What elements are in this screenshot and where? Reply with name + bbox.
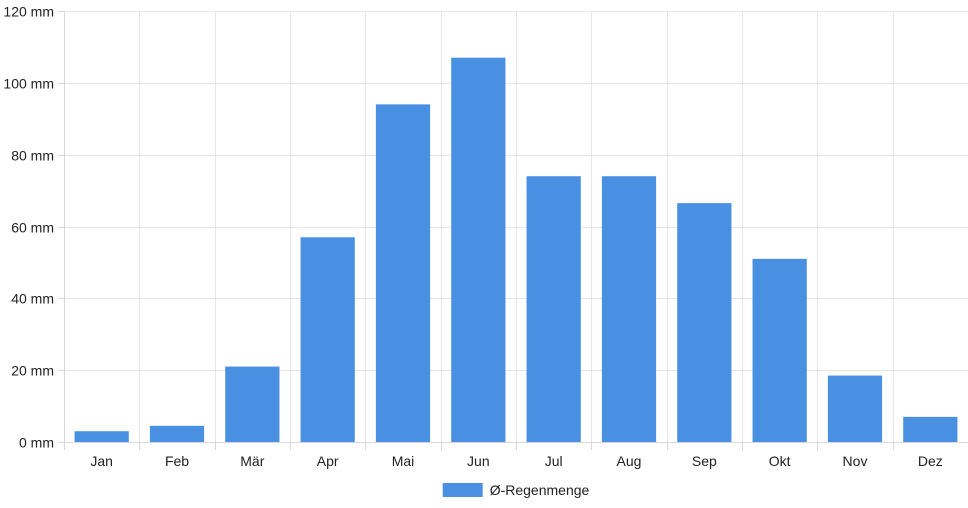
x-tick-label: Aug [617,453,642,469]
y-tick-label: 80 mm [11,148,54,164]
bar-okt[interactable] [752,258,807,442]
x-tick-label: Jul [545,453,563,469]
x-tick-label: Jun [467,453,490,469]
y-tick-label: 0 mm [19,435,54,451]
tick-labels: 0 mm 20 mm 40 mm 60 mm 80 mm 100 mm 120 mm Jan F… [3,4,942,470]
y-tick-label: 60 mm [11,220,54,236]
legend[interactable]: Ø-Regenmenge [442,482,590,498]
bar-mai[interactable] [375,104,431,442]
y-tick-label: 20 mm [11,363,54,379]
y-tick-label: 40 mm [11,291,54,307]
gridlines [64,11,968,443]
x-tick-label: Nov [843,453,868,469]
bar-apr[interactable] [300,237,355,442]
axes [58,11,968,450]
bar-mär[interactable] [225,366,280,442]
legend-swatch [442,483,483,497]
bar-jul[interactable] [526,176,581,442]
x-tick-label: Apr [317,453,339,469]
bar-nov[interactable] [827,375,883,442]
x-tick-label: Dez [918,453,943,469]
x-tick-label: Jan [90,453,113,469]
bar-jun[interactable] [451,57,506,443]
y-tick-label: 120 mm [3,4,54,20]
x-tick-label: Feb [165,453,189,469]
legend-label: Ø-Regenmenge [490,482,590,498]
bar-jan[interactable] [74,431,129,442]
x-tick-label: Sep [692,453,717,469]
x-tick-label: Mai [392,453,415,469]
bar-dez[interactable] [903,416,958,442]
bar-sep[interactable] [677,203,732,442]
x-tick-label: Mär [240,453,264,469]
bar-feb[interactable] [149,425,205,442]
bars [74,57,958,443]
bar-aug[interactable] [601,176,657,442]
y-tick-label: 100 mm [3,76,54,92]
x-tick-label: Okt [769,453,791,469]
